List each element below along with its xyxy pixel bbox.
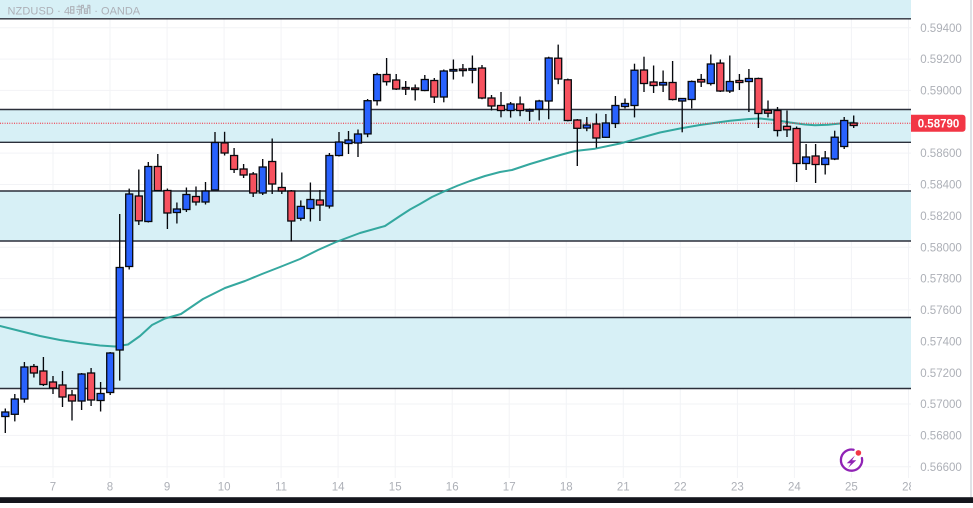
svg-text:14: 14 <box>332 482 345 494</box>
svg-text:0.57800: 0.57800 <box>920 274 962 286</box>
svg-text:15: 15 <box>389 482 402 494</box>
svg-text:0.56600: 0.56600 <box>920 462 962 474</box>
svg-text:17: 17 <box>503 482 516 494</box>
svg-text:23: 23 <box>731 482 744 494</box>
svg-text:16: 16 <box>446 482 459 494</box>
svg-text:0.58600: 0.58600 <box>920 148 962 160</box>
svg-text:10: 10 <box>218 482 231 494</box>
svg-text:21: 21 <box>617 482 630 494</box>
svg-text:· OANDA: · OANDA <box>94 5 141 17</box>
svg-text:0.57200: 0.57200 <box>920 368 962 380</box>
svg-text:11: 11 <box>275 482 287 494</box>
svg-text:0.59400: 0.59400 <box>920 23 962 35</box>
svg-text:9: 9 <box>164 482 170 494</box>
svg-text:0.59000: 0.59000 <box>920 86 962 98</box>
svg-text:0.58000: 0.58000 <box>920 242 962 254</box>
svg-text:0.57400: 0.57400 <box>920 336 962 348</box>
svg-text:0.58790: 0.58790 <box>918 119 960 131</box>
svg-text:18: 18 <box>560 482 573 494</box>
svg-text:0.57600: 0.57600 <box>920 305 962 317</box>
svg-text:0.59200: 0.59200 <box>920 54 962 66</box>
svg-text:7: 7 <box>50 482 56 494</box>
svg-text:22: 22 <box>674 482 687 494</box>
svg-text:NZDUSD · 4: NZDUSD · 4 <box>8 5 71 17</box>
svg-text:0.58200: 0.58200 <box>920 211 962 223</box>
svg-text:8: 8 <box>107 482 113 494</box>
svg-text:0.57000: 0.57000 <box>920 399 962 411</box>
svg-text:0.56800: 0.56800 <box>920 431 962 443</box>
svg-text:24: 24 <box>788 482 801 494</box>
svg-text:25: 25 <box>845 482 858 494</box>
svg-text:0.58400: 0.58400 <box>920 180 962 192</box>
